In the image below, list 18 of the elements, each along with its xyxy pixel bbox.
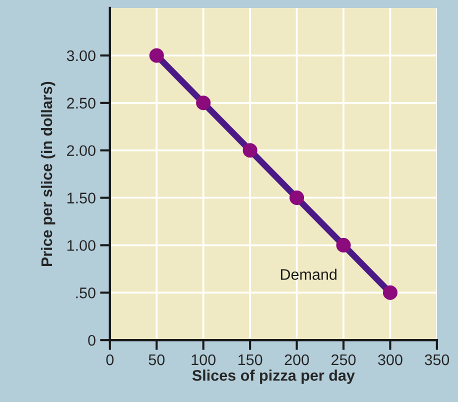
x-tick-label: 250 [332, 354, 356, 366]
x-tick-label: 0 [106, 354, 114, 366]
y-tick-label: 2.00 [67, 145, 96, 156]
y-tick-label: 3.00 [66, 50, 96, 62]
x-tick-label: 150 [238, 354, 262, 366]
y-tick-label: 1.50 [67, 192, 96, 204]
x-axis-title: Slices of pizza per day [192, 370, 355, 384]
y-tick-label: 2.50 [67, 98, 96, 109]
x-tick-label: 100 [192, 354, 216, 366]
series-label: Demand [280, 268, 336, 280]
y-axis-title: Price per slice (in dollars) [40, 82, 56, 266]
x-tick-label: 300 [378, 354, 402, 366]
x-tick-label: 350 [424, 354, 450, 366]
y-tick-label: .50 [76, 288, 96, 298]
x-tick-label: 200 [284, 354, 309, 366]
y-tick-label: 0 [88, 334, 96, 346]
y-tick-label: 1.00 [67, 240, 96, 251]
x-tick-label: 50 [148, 354, 165, 366]
